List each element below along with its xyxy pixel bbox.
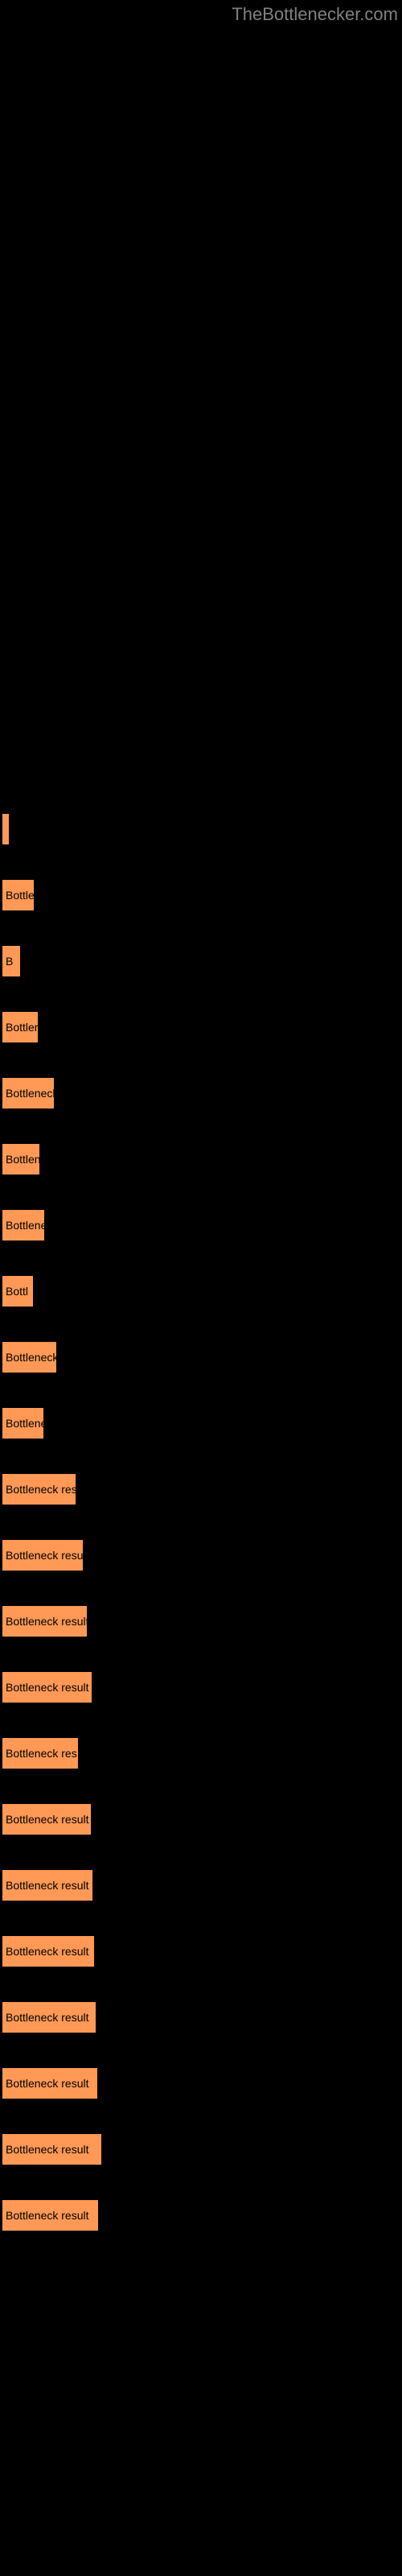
- chart-bar: Bottlen: [2, 1143, 40, 1175]
- chart-bar: Bottlen: [2, 1011, 39, 1043]
- bar-row: Bottle: [2, 879, 402, 911]
- chart-bar: Bottle: [2, 879, 35, 911]
- chart-bar: Bottleneck res: [2, 1737, 79, 1769]
- chart-bar: Bottleneck: [2, 1341, 57, 1373]
- chart-bar: Bottleneck result: [2, 1671, 92, 1703]
- chart-bar: [2, 813, 10, 845]
- chart-bar: Bottleneck result: [2, 1869, 93, 1901]
- bar-row: Bottlen: [2, 1143, 402, 1175]
- bar-row: Bottleneck result: [2, 1803, 402, 1835]
- chart-bar: Bottleneck result: [2, 1935, 95, 1967]
- bar-row: Bottleneck result: [2, 1869, 402, 1901]
- chart-bar: Bottleneck result: [2, 1803, 92, 1835]
- bar-row: Bottleneck result: [2, 2001, 402, 2033]
- bar-row: Bottleneck result: [2, 2199, 402, 2231]
- chart-bar: Bottleneck result: [2, 2001, 96, 2033]
- bar-row: Bottleneck result: [2, 1935, 402, 1967]
- watermark-text: TheBottlenecker.com: [232, 4, 398, 25]
- chart-bar: Bottlene: [2, 1209, 45, 1241]
- bar-row: Bottleneck resul: [2, 1539, 402, 1571]
- bar-row: B: [2, 945, 402, 977]
- bar-row: Bottleneck result: [2, 2133, 402, 2165]
- bar-row: Bottleneck res: [2, 1737, 402, 1769]
- chart-bar: Bottleneck res: [2, 1473, 76, 1505]
- chart-bar: Bottleneck result: [2, 2067, 98, 2099]
- bar-row: [2, 813, 402, 845]
- bar-row: Bottleneck result: [2, 2067, 402, 2099]
- bar-row: Bottlen: [2, 1011, 402, 1043]
- bar-row: Bottleneck result: [2, 1605, 402, 1637]
- bar-row: Bottl: [2, 1275, 402, 1307]
- chart-bar: Bottleneck result: [2, 2133, 102, 2165]
- chart-bar: Bottlene: [2, 1407, 44, 1439]
- bar-row: Bottlene: [2, 1407, 402, 1439]
- chart-bar: Bottleneck: [2, 1077, 55, 1109]
- bar-row: Bottleneck result: [2, 1671, 402, 1703]
- bar-row: Bottlene: [2, 1209, 402, 1241]
- bar-row: Bottleneck res: [2, 1473, 402, 1505]
- chart-bar: Bottl: [2, 1275, 34, 1307]
- chart-bar: Bottleneck resul: [2, 1539, 84, 1571]
- bar-row: Bottleneck: [2, 1077, 402, 1109]
- chart-bar: B: [2, 945, 21, 977]
- chart-bar: Bottleneck result: [2, 2199, 99, 2231]
- bar-row: Bottleneck: [2, 1341, 402, 1373]
- bar-chart: Bottle B Bottlen Bottleneck Bottlen Bottlene B…: [0, 813, 402, 2231]
- chart-bar: Bottleneck result: [2, 1605, 88, 1637]
